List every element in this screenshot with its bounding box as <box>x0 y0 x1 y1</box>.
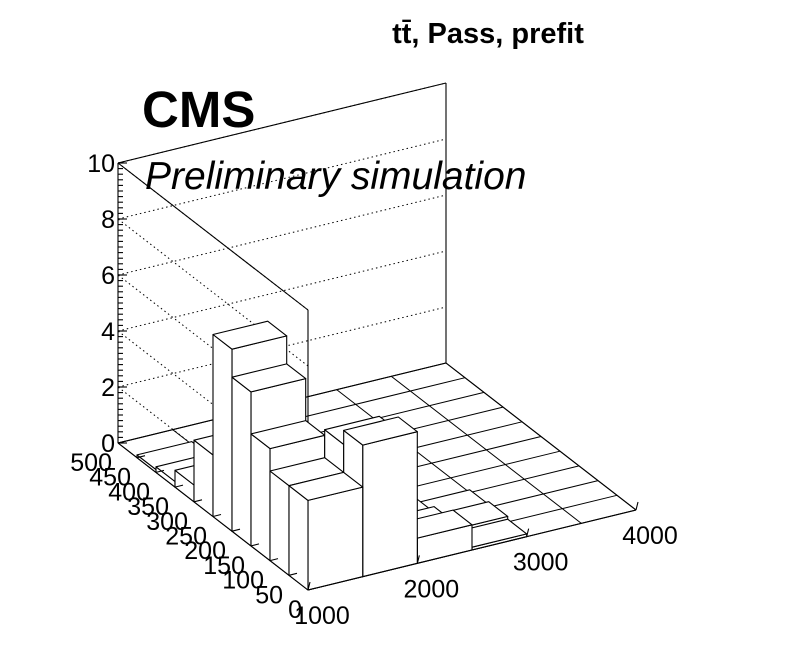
plot-frame-front <box>307 362 637 591</box>
x-tick-mark <box>416 555 420 564</box>
x-tick-mark <box>307 581 311 591</box>
preliminary-label: Preliminary simulation <box>145 155 526 198</box>
y-tick-label: 50 <box>255 581 283 609</box>
frame-edge <box>117 162 309 311</box>
z-tick-label: 6 <box>101 262 115 290</box>
z-tick-label: 8 <box>101 206 115 234</box>
bar-x0-y0 <box>288 471 364 591</box>
bar-face-left <box>250 433 271 562</box>
z-tick-label: 0 <box>101 430 115 458</box>
frame-edge <box>117 82 447 164</box>
y-tick-label: 0 <box>288 596 302 624</box>
y-tick-mark <box>212 513 222 518</box>
x-tick-label: 3000 <box>513 549 569 577</box>
axis-ticks: 0246810100020003000400005010015020025030… <box>70 150 678 630</box>
z-tick-label: 2 <box>101 374 115 402</box>
y-tick-label: 300 <box>146 508 188 536</box>
x-tick-mark <box>526 528 530 537</box>
z-tick-label: 10 <box>87 150 115 178</box>
chart-title: tt̄, Pass, prefit <box>392 18 584 50</box>
y-tick-mark <box>269 558 279 562</box>
y-tick-label: 100 <box>222 567 264 595</box>
bar-face-left <box>212 333 233 532</box>
bar-face-front <box>307 486 364 591</box>
bar-face-front <box>362 431 418 578</box>
y-tick-mark <box>155 469 165 473</box>
y-tick-label: 150 <box>203 552 245 580</box>
z-tick-label: 4 <box>101 318 115 346</box>
y-tick-label: 200 <box>184 537 226 565</box>
bar-face-top <box>343 416 418 446</box>
x-tick-mark <box>635 501 639 511</box>
bars <box>136 320 528 591</box>
y-tick-label: 400 <box>108 478 150 506</box>
bar-face-top <box>231 363 307 393</box>
y-tick-label: 250 <box>165 523 207 551</box>
y-tick-mark <box>117 440 127 444</box>
y-tick-mark <box>307 587 317 591</box>
y-tick-label: 350 <box>127 493 169 521</box>
y-tick-mark <box>231 528 241 532</box>
bar-face-top <box>288 471 364 501</box>
y-tick-mark <box>288 572 298 576</box>
y-tick-mark <box>193 499 203 503</box>
frame-edge <box>307 509 637 591</box>
cms-label: CMS <box>142 81 255 138</box>
x-tick-label: 2000 <box>404 575 460 603</box>
x-tick-label: 4000 <box>622 522 678 550</box>
frame-edge <box>445 362 637 511</box>
bar-face-left <box>231 376 252 547</box>
y-tick-mark <box>174 484 184 488</box>
y-tick-mark <box>136 455 146 459</box>
x-tick-label: 1000 <box>294 602 350 630</box>
y-tick-mark <box>250 543 260 547</box>
y-tick-label: 450 <box>89 464 131 492</box>
bar-face-top <box>250 420 326 450</box>
y-tick-label: 500 <box>70 449 112 477</box>
bar-face-top <box>212 320 288 350</box>
